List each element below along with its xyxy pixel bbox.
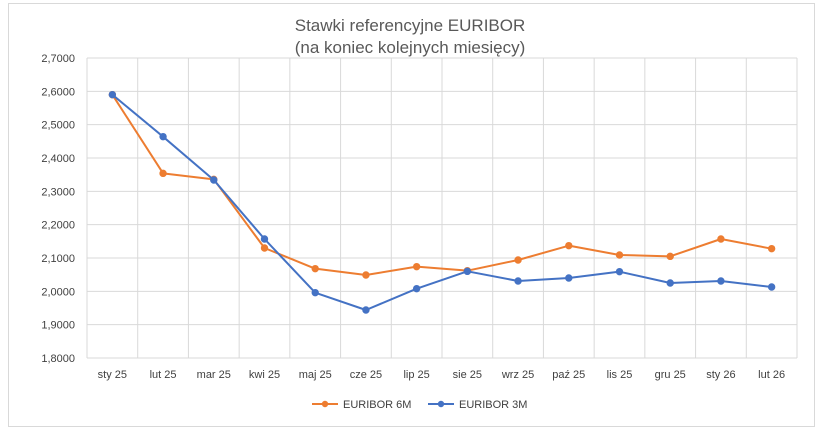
x-axis-ticks: sty 25 lut 25 mar 25 kwi 25 maj 25 cze 25 lip … — [98, 369, 785, 381]
data-point — [159, 169, 167, 178]
x-tick-label: lut 26 — [758, 369, 785, 381]
x-tick-label: cze 25 — [350, 369, 382, 381]
data-point — [463, 267, 472, 276]
y-tick-label: 1,8000 — [41, 353, 75, 365]
series-layer — [108, 90, 776, 314]
legend-marker — [437, 400, 445, 408]
y-axis-ticks: 1,8000 1,9000 2,0000 2,1000 2,2000 2,3000 2,40… — [41, 53, 75, 365]
data-point — [311, 264, 319, 273]
x-tick-label: maj 25 — [299, 369, 332, 381]
data-point — [260, 244, 269, 252]
x-tick-label: kwi 25 — [249, 369, 280, 381]
legend-item: EURIBOR 6M — [312, 399, 411, 411]
data-point — [412, 262, 421, 271]
data-point — [565, 274, 573, 282]
x-tick-label: paź 25 — [552, 369, 585, 381]
legend-label: EURIBOR 6M — [343, 399, 411, 411]
legend-label: EURIBOR 3M — [459, 399, 527, 411]
data-point — [311, 288, 319, 297]
x-tick-label: sty 25 — [98, 369, 127, 381]
x-tick-label: lip 25 — [403, 369, 429, 381]
data-point — [159, 132, 167, 141]
data-point — [717, 277, 725, 285]
data-point — [767, 283, 776, 291]
y-tick-label: 1,9000 — [41, 320, 75, 332]
chart-title-line-2: (na koniec kolejnych miesięcy) — [295, 38, 526, 57]
y-tick-label: 2,2000 — [41, 220, 75, 232]
y-tick-label: 2,5000 — [41, 120, 75, 132]
data-point — [666, 279, 674, 287]
data-point — [565, 241, 573, 250]
x-tick-label: lut 25 — [150, 369, 177, 381]
data-point — [767, 244, 776, 253]
gridlines — [86, 57, 798, 359]
x-tick-label: sty 26 — [706, 369, 735, 381]
x-tick-label: wrz 25 — [501, 369, 534, 381]
series-euribor-3m — [108, 90, 776, 314]
data-point — [260, 235, 269, 243]
chart-frame — [8, 3, 815, 427]
x-tick-label: sie 25 — [453, 369, 482, 381]
data-point — [615, 267, 624, 276]
y-tick-label: 2,1000 — [41, 253, 75, 265]
x-tick-label: lis 25 — [607, 369, 633, 381]
x-tick-label: gru 25 — [655, 369, 686, 381]
chart-title: Stawki referencyjne EURIBOR (na koniec k… — [295, 16, 526, 57]
y-tick-label: 2,4000 — [41, 153, 75, 165]
x-tick-label: mar 25 — [197, 369, 231, 381]
y-tick-label: 2,6000 — [41, 86, 75, 98]
data-point — [362, 271, 370, 279]
legend-item: EURIBOR 3M — [428, 399, 527, 411]
legend: EURIBOR 6M EURIBOR 3M — [312, 399, 527, 411]
data-point — [412, 284, 421, 293]
data-point — [615, 251, 624, 259]
y-tick-label: 2,0000 — [41, 286, 75, 298]
data-point — [666, 252, 674, 261]
legend-marker — [321, 400, 329, 408]
data-point — [210, 176, 218, 184]
data-point — [514, 256, 522, 264]
data-point — [514, 277, 522, 285]
data-point — [108, 90, 117, 99]
chart-title-line-1: Stawki referencyjne EURIBOR — [295, 16, 526, 35]
series-line — [111, 93, 772, 311]
data-point — [717, 235, 725, 243]
data-point — [362, 306, 370, 314]
y-tick-label: 2,7000 — [41, 53, 75, 65]
y-tick-label: 2,3000 — [41, 186, 75, 198]
